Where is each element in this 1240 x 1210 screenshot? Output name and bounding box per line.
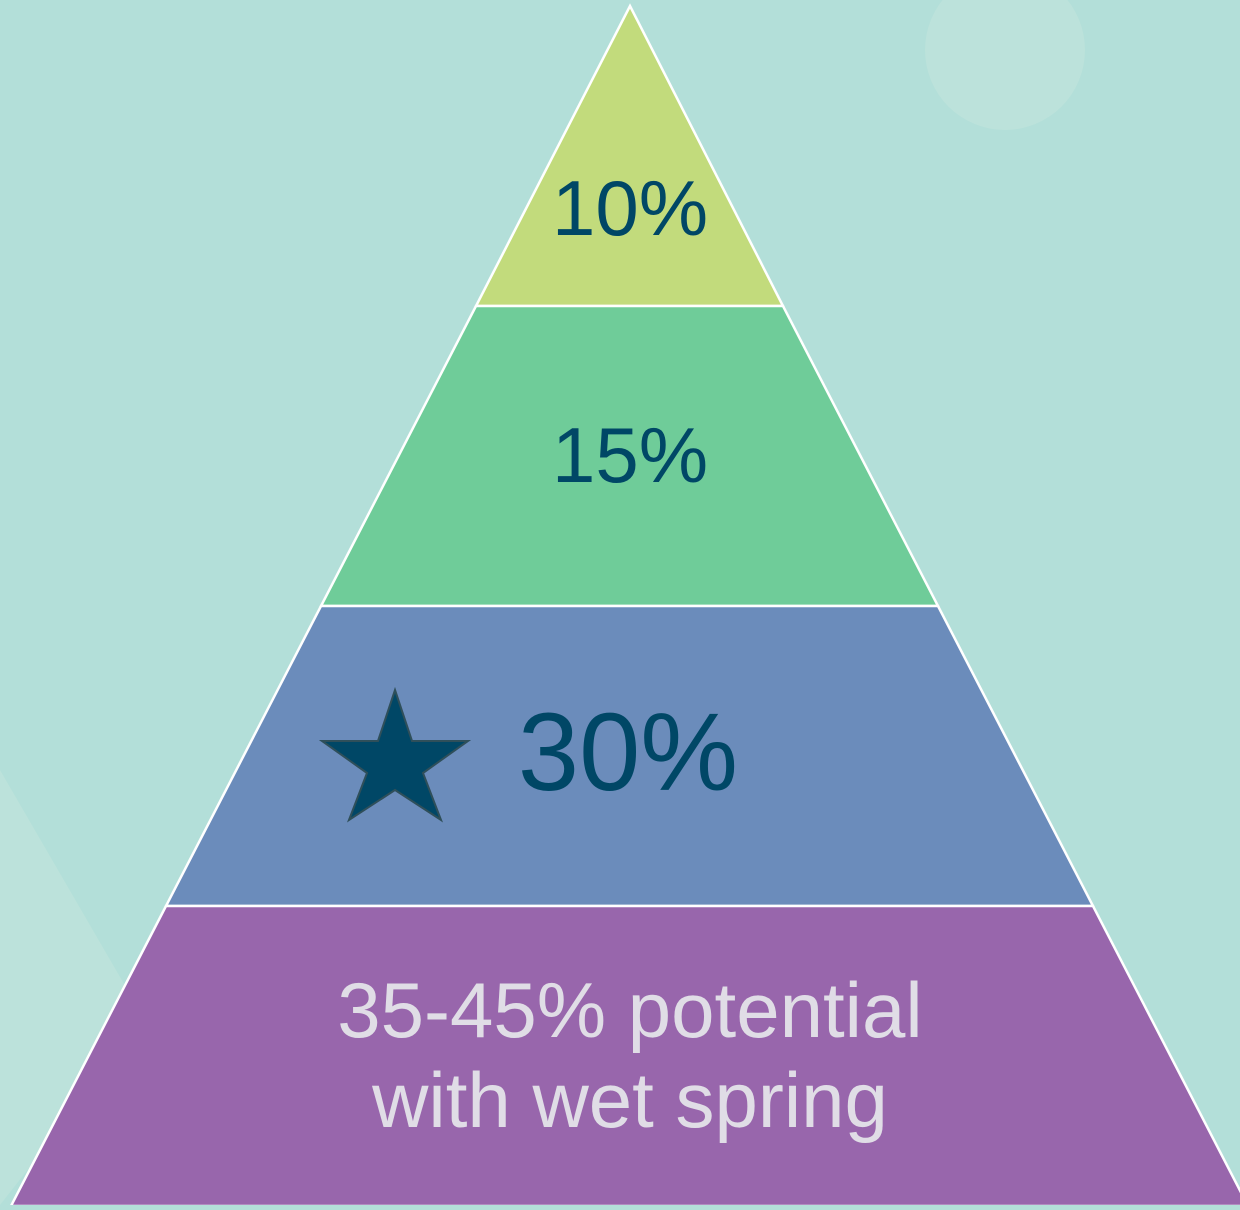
pyramid-tier-2: 15% [318, 304, 941, 608]
background-circle-decoration [925, 0, 1085, 130]
tier-shape [473, 3, 786, 308]
pyramid-tier-1: 10% [473, 3, 786, 308]
tier-label: 30% [518, 691, 738, 814]
background-triangle-decoration [0, 770, 145, 1205]
tier-label: 10% [552, 164, 708, 252]
tier-shape [8, 904, 1240, 1208]
star-icon [318, 686, 472, 823]
tier-label: 15% [552, 411, 708, 499]
tier-label-line-1: 35-45% potential [337, 966, 922, 1054]
pyramid-tier-3: 30% [163, 604, 1096, 908]
tier-label-line-2: with wet spring [371, 1056, 888, 1144]
pyramid-tier-4: 35-45% potential with wet spring [8, 904, 1240, 1208]
